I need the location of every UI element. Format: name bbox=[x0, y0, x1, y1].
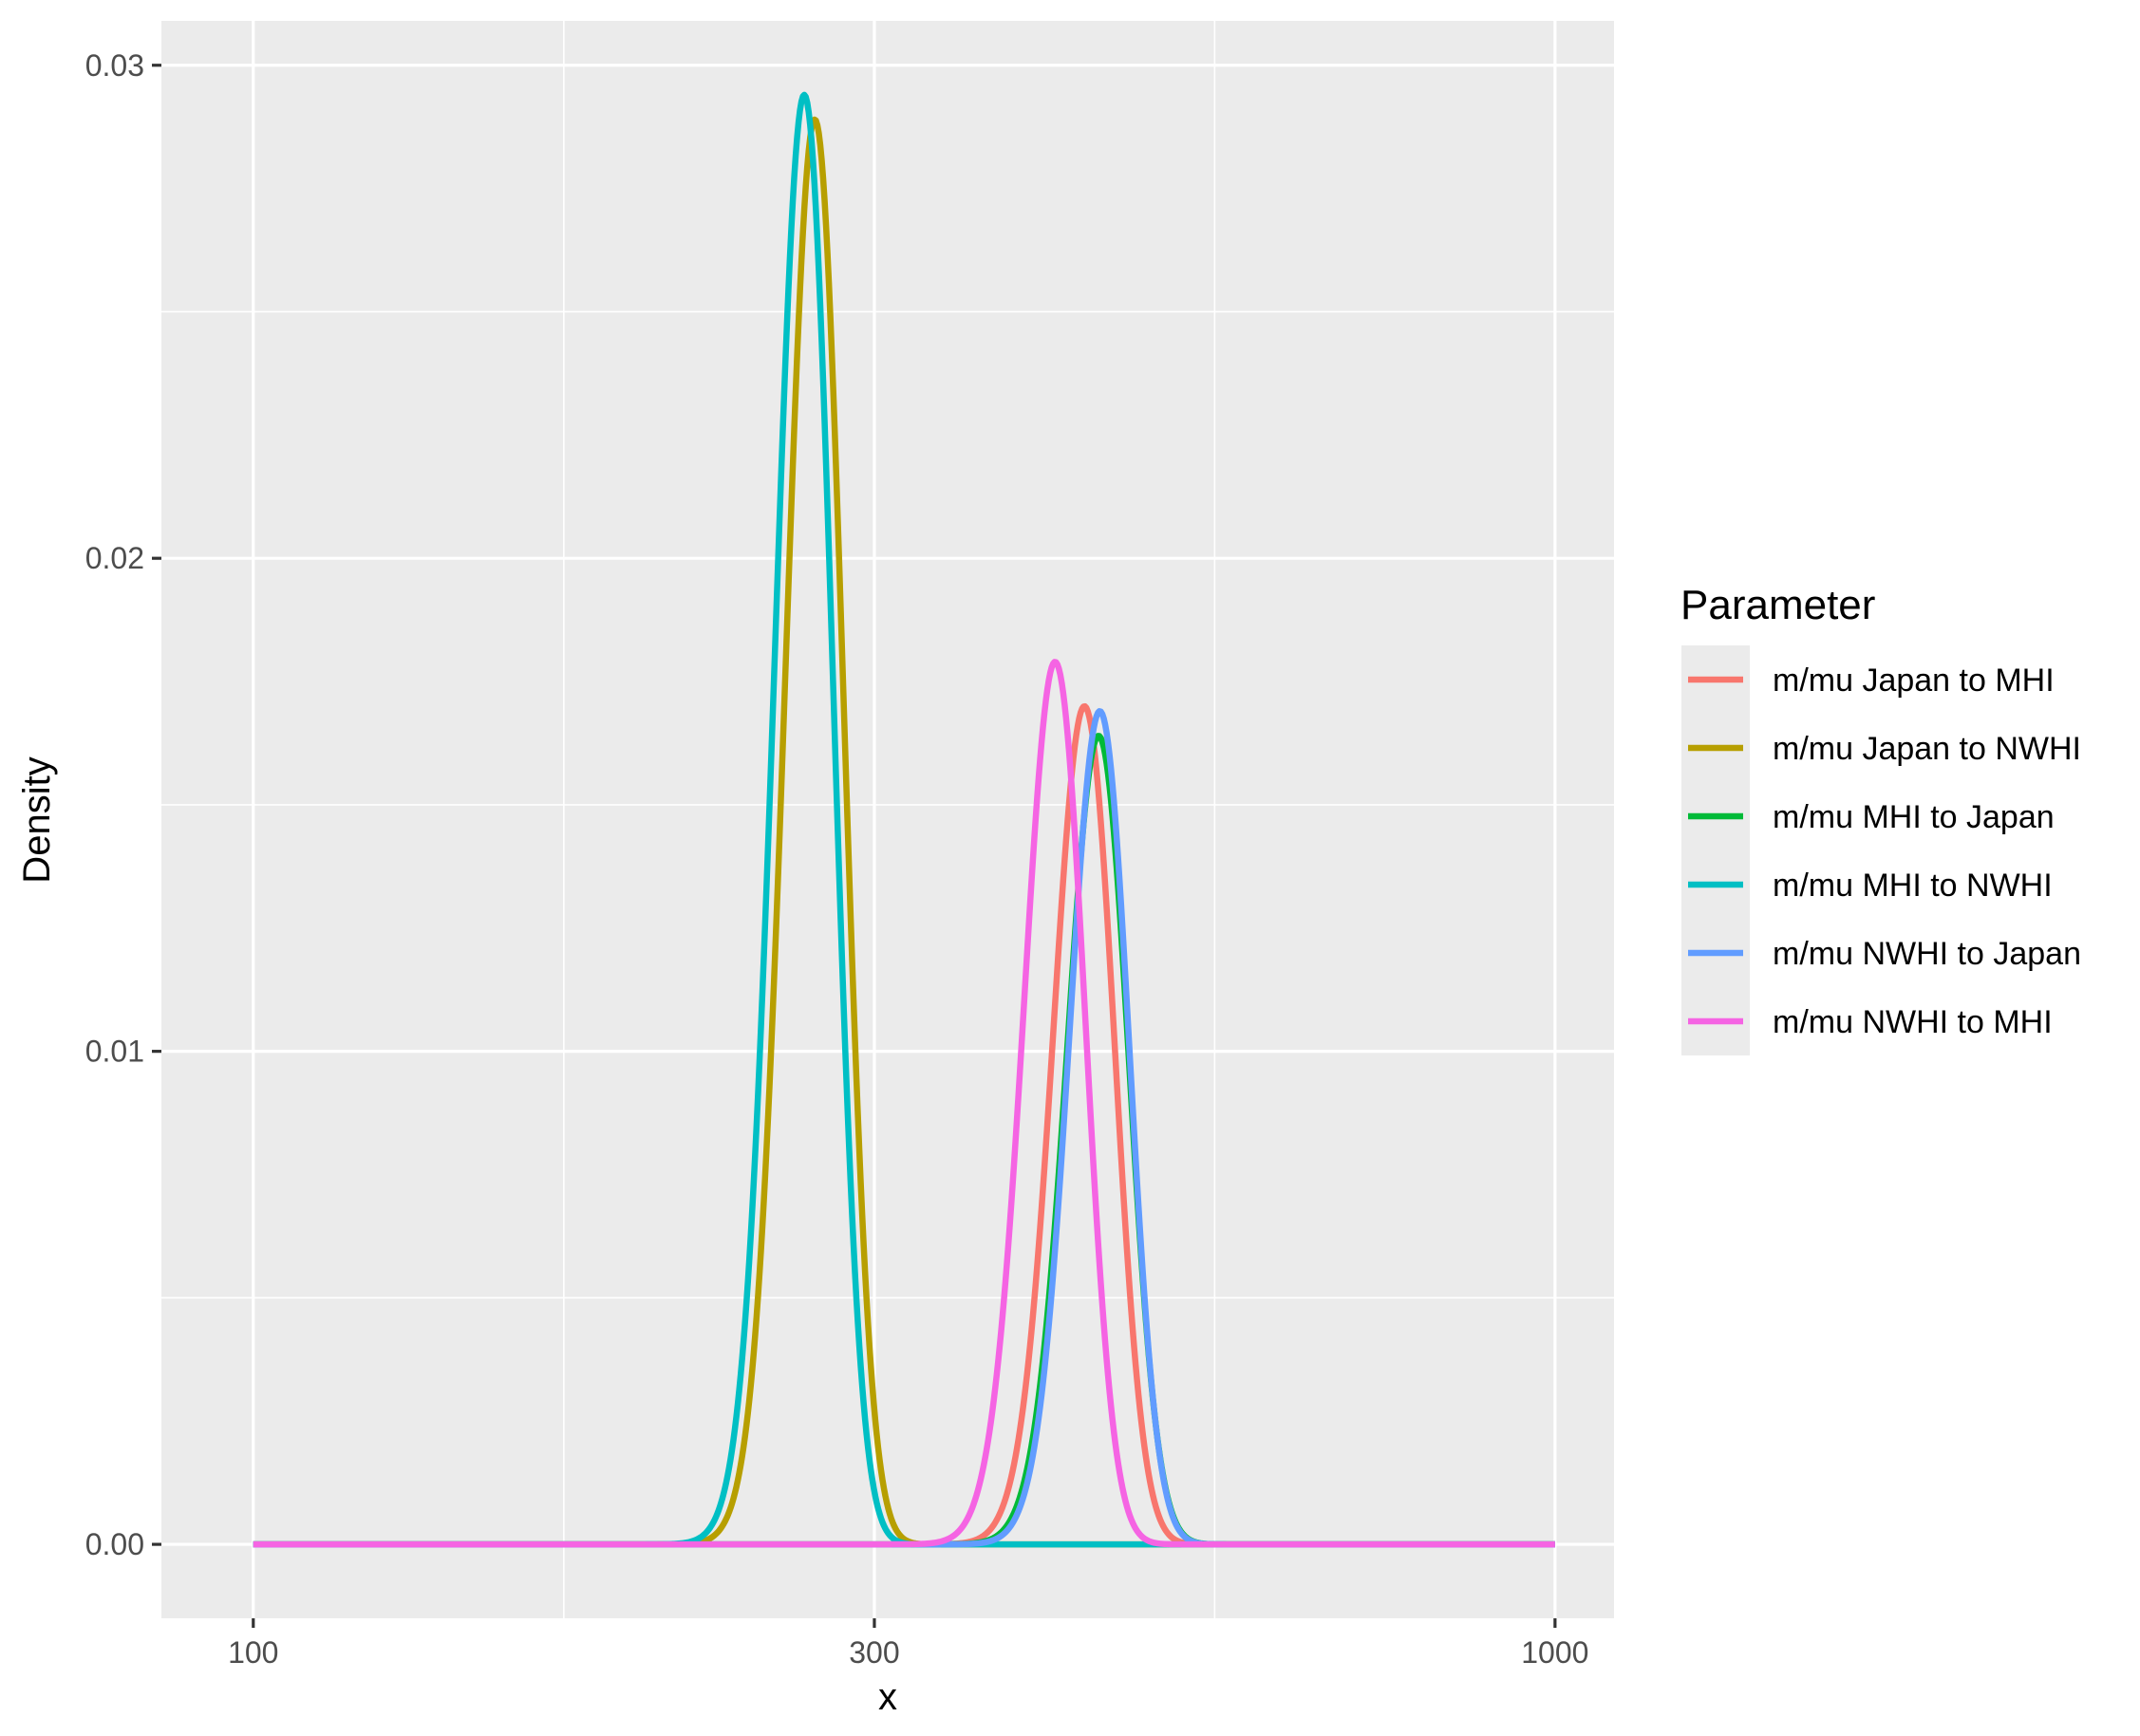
y-tick-label: 0.01 bbox=[85, 1035, 144, 1069]
x-tick-label: 1000 bbox=[1521, 1635, 1588, 1670]
legend-items: m/mu Japan to MHI m/mu Japan to NWHI m/mu … bbox=[1688, 663, 2081, 1040]
legend-label: m/mu NWHI to MHI bbox=[1773, 1004, 2053, 1040]
legend-label: m/mu NWHI to Japan bbox=[1773, 936, 2081, 972]
y-tick-label: 0.02 bbox=[85, 541, 144, 575]
legend-label: m/mu Japan to NWHI bbox=[1773, 731, 2081, 767]
y-axis: 0.00 0.01 0.02 0.03 bbox=[85, 48, 161, 1561]
legend-label: m/mu MHI to Japan bbox=[1773, 799, 2055, 835]
series-lines bbox=[252, 91, 1557, 1548]
legend-key-background bbox=[1681, 645, 1750, 1055]
y-tick-label: 0.03 bbox=[85, 48, 144, 83]
legend-label: m/mu MHI to NWHI bbox=[1773, 868, 2053, 904]
y-tick-label: 0.00 bbox=[85, 1527, 144, 1561]
plot-panel bbox=[161, 21, 1614, 1618]
x-tick-label: 100 bbox=[228, 1635, 278, 1670]
legend-label: m/mu Japan to MHI bbox=[1773, 663, 2055, 699]
series-line bbox=[252, 659, 1557, 1548]
x-tick-label: 300 bbox=[849, 1635, 899, 1670]
x-axis: 100 300 1000 bbox=[228, 1618, 1588, 1670]
x-axis-title: x bbox=[878, 1676, 897, 1718]
legend-title: Parameter bbox=[1680, 582, 1875, 628]
minor-gridlines bbox=[161, 21, 1614, 1618]
y-axis-title: Density bbox=[16, 756, 58, 883]
